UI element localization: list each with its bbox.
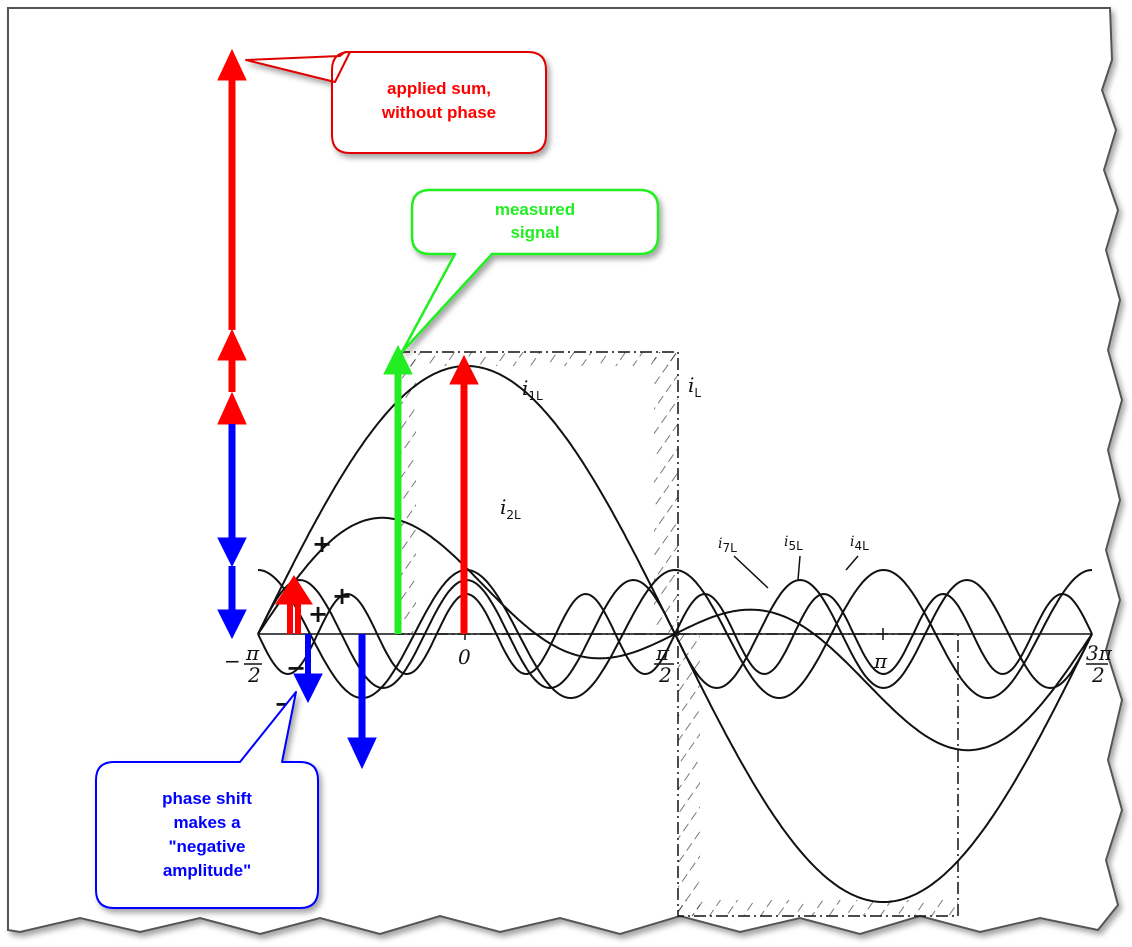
svg-text:makes a: makes a (173, 813, 241, 832)
axis-labels: − π 2 0 π 2 π 3π 2 (224, 641, 1113, 687)
svg-text:−: − (224, 649, 241, 673)
measured-signal-arrow (383, 344, 413, 634)
label-i7L: i7L (718, 536, 737, 555)
tick-label-pi-half: π 2 (654, 641, 674, 687)
tick-label-minus-pi-half: − π 2 (224, 641, 262, 687)
tick-label-zero: 0 (458, 645, 471, 669)
svg-text:3π: 3π (1086, 641, 1113, 665)
label-i2L: i2L (500, 495, 521, 522)
label-i5L: i5L (784, 534, 803, 553)
negative-amplitude-arrows (217, 424, 377, 770)
curve-labels: i1L iL i2L i7L i5L i4L (500, 373, 869, 589)
svg-text:applied sum,: applied sum, (387, 79, 491, 98)
svg-text:"negative: "negative (168, 837, 245, 856)
svg-text:measured: measured (495, 200, 575, 219)
callout-applied-sum-text: applied sum, without phase (381, 79, 496, 122)
curve-fourth-harmonic (257, 568, 1093, 700)
applied-sum-arrows (217, 48, 479, 634)
label-iL: iL (688, 373, 701, 400)
plus-sign-1: + (312, 530, 332, 558)
hatched-rect-upper (397, 351, 679, 635)
callout-phase-shift-text: phase shift makes a "negative amplitude" (162, 789, 252, 880)
plus-sign-3: + (308, 600, 328, 628)
svg-text:without phase: without phase (381, 103, 496, 122)
plus-sign-2: + (332, 582, 352, 610)
callout-measured-signal (400, 188, 660, 354)
callout-phase-shift (95, 691, 319, 909)
label-i1L: i1L (522, 376, 543, 403)
svg-text:2: 2 (247, 663, 261, 687)
callout-measured-signal-text: measured signal (495, 200, 575, 242)
svg-text:phase shift: phase shift (162, 789, 252, 808)
svg-text:signal: signal (510, 223, 559, 242)
svg-text:2: 2 (658, 663, 672, 687)
tick-label-three-pi-half: 3π 2 (1086, 641, 1113, 687)
svg-text:π: π (245, 641, 260, 665)
curve-seventh-harmonic (257, 592, 1093, 676)
svg-text:2: 2 (1091, 663, 1105, 687)
callout-applied-sum (245, 51, 547, 154)
svg-text:π: π (655, 641, 670, 665)
label-i4L: i4L (850, 534, 869, 553)
tick-label-pi: π (873, 649, 888, 673)
svg-text:amplitude": amplitude" (163, 861, 251, 880)
